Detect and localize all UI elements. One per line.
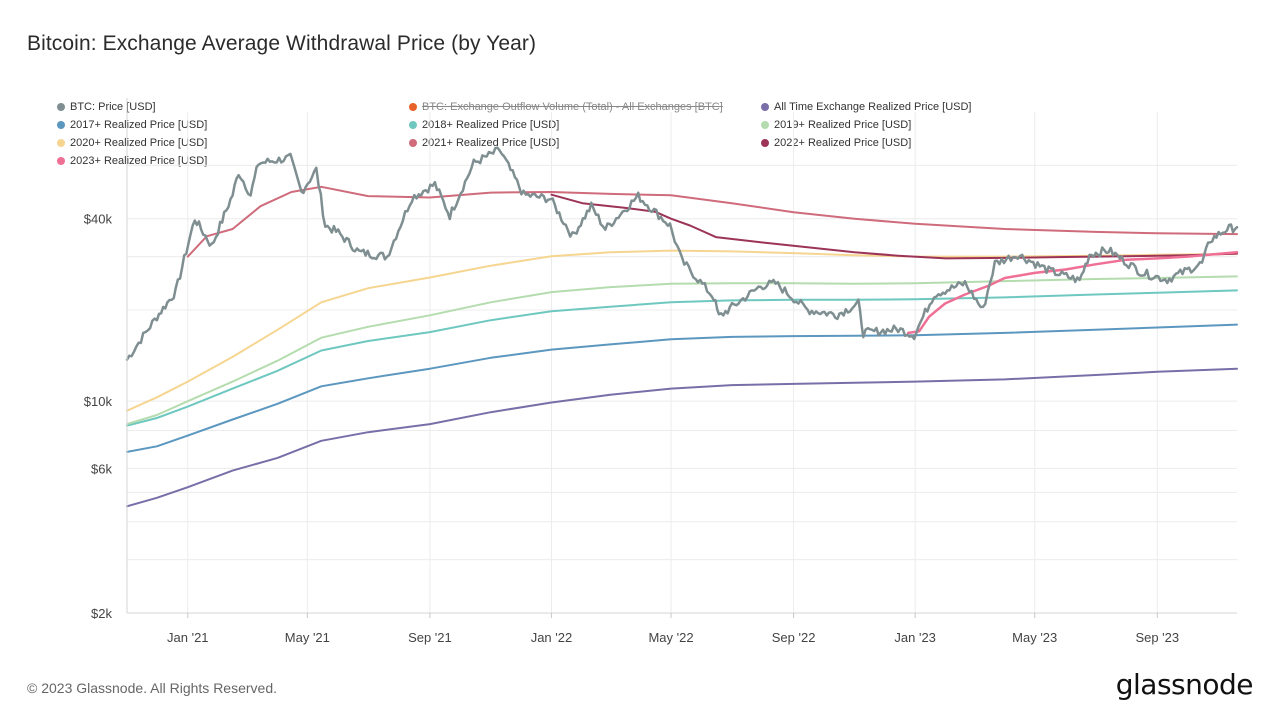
glassnode-logo[interactable]: glassnode	[1115, 668, 1254, 701]
series-line	[125, 146, 1239, 362]
x-tick-label: Sep '21	[408, 630, 452, 645]
x-tick-label: Jan '23	[894, 630, 936, 645]
legend-label: 2017+ Realized Price [USD]	[70, 118, 208, 131]
legend-item[interactable]: 2021+ Realized Price [USD]	[409, 134, 761, 151]
legend-item[interactable]: BTC: Exchange Outflow Volume (Total) - A…	[409, 98, 761, 115]
legend-item[interactable]: 2019+ Realized Price [USD]	[761, 116, 1021, 133]
y-tick-label: $40k	[84, 212, 113, 227]
series-line	[550, 193, 1238, 260]
x-tick-label: May '23	[1012, 630, 1057, 645]
legend-label: 2021+ Realized Price [USD]	[422, 136, 560, 149]
legend-swatch	[57, 120, 65, 129]
legend-label: All Time Exchange Realized Price [USD]	[774, 100, 972, 113]
y-tick-label: $10k	[84, 394, 113, 409]
legend-item[interactable]: 2022+ Realized Price [USD]	[761, 134, 1021, 151]
legend-swatch	[409, 102, 417, 111]
series-line	[186, 185, 1238, 258]
legend-swatch	[761, 120, 769, 129]
legend-item[interactable]: All Time Exchange Realized Price [USD]	[761, 98, 1021, 115]
axis-layer: $2k $6k $10k $40k Jan '21 May '21 Sep '21 Jan '…	[84, 98, 1237, 645]
series-line	[906, 251, 1239, 335]
x-tick-label: May '21	[285, 630, 330, 645]
legend-item[interactable]: 2017+ Realized Price [USD]	[57, 116, 409, 133]
legend-item[interactable]: BTC: Price [USD]	[57, 98, 409, 115]
copyright-text: © 2023 Glassnode. All Rights Reserved.	[27, 680, 278, 696]
series-line	[126, 289, 1238, 427]
series-layer	[125, 146, 1239, 508]
x-tick-label: May '22	[648, 630, 693, 645]
legend-label: 2019+ Realized Price [USD]	[774, 118, 912, 131]
series-line	[126, 367, 1238, 508]
legend-label: BTC: Price [USD]	[70, 100, 156, 113]
legend-label: 2023+ Realized Price [USD]	[70, 154, 208, 167]
grid-layer	[127, 112, 1237, 613]
legend-swatch	[761, 138, 769, 147]
x-tick-label: Sep '22	[772, 630, 816, 645]
legend-swatch	[409, 120, 417, 129]
legend-item[interactable]: 2020+ Realized Price [USD]	[57, 134, 409, 151]
legend-label: 2020+ Realized Price [USD]	[70, 136, 208, 149]
legend-label: 2018+ Realized Price [USD]	[422, 118, 560, 131]
legend-swatch	[57, 138, 65, 147]
y-tick-label: $2k	[91, 606, 112, 621]
x-tick-label: Jan '21	[167, 630, 209, 645]
legend-item[interactable]: 2018+ Realized Price [USD]	[409, 116, 761, 133]
series-line	[126, 275, 1238, 426]
series-line	[126, 249, 1238, 412]
series-line	[126, 323, 1238, 453]
legend-label: 2022+ Realized Price [USD]	[774, 136, 912, 149]
legend-item[interactable]: 2023+ Realized Price [USD]	[57, 152, 409, 169]
legend-label: BTC: Exchange Outflow Volume (Total) - A…	[422, 100, 723, 113]
legend-swatch	[409, 138, 417, 147]
legend-swatch	[57, 156, 65, 165]
legend-swatch	[761, 102, 769, 111]
legend-swatch	[57, 102, 65, 111]
x-tick-label: Jan '22	[531, 630, 573, 645]
legend: BTC: Price [USD] BTC: Exchange Outflow Vo…	[57, 98, 1017, 169]
y-tick-label: $6k	[91, 461, 112, 476]
chart-title: Bitcoin: Exchange Average Withdrawal Pri…	[27, 32, 537, 55]
x-tick-label: Sep '23	[1135, 630, 1179, 645]
